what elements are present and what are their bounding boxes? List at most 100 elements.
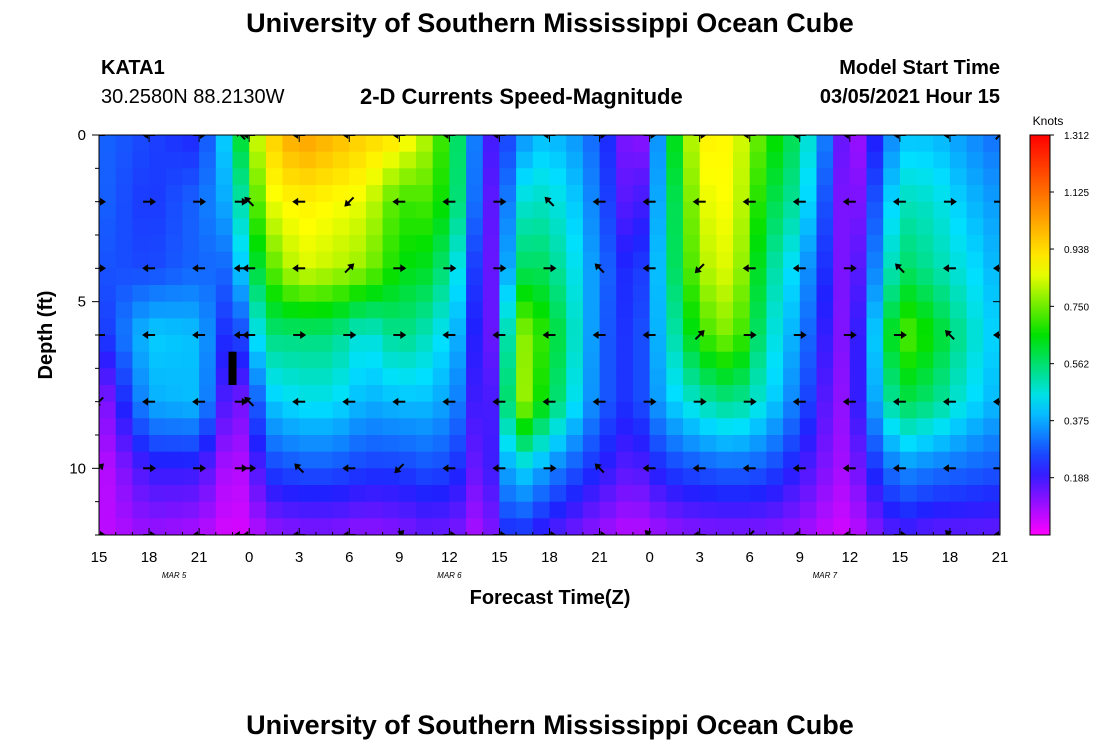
heatmap-cell <box>349 451 367 469</box>
heatmap-cell <box>382 518 400 535</box>
heatmap-cell <box>249 285 267 303</box>
heatmap-cell <box>132 335 150 353</box>
heatmap-cell <box>482 285 501 303</box>
heatmap-cell <box>249 468 267 486</box>
current-arrow <box>942 464 956 473</box>
heatmap-cell <box>366 268 384 286</box>
heatmap-cell <box>315 518 334 535</box>
heatmap-cell <box>282 201 300 219</box>
heatmap-cell <box>582 168 601 186</box>
heatmap-cell <box>215 185 234 203</box>
current-arrow-head <box>500 197 507 206</box>
heatmap-cell <box>449 468 467 486</box>
heatmap-cell <box>449 268 467 286</box>
heatmap-cell <box>366 418 384 436</box>
current-arrow <box>792 197 806 206</box>
heatmap-cell <box>866 235 884 253</box>
current-arrow <box>942 397 956 406</box>
current-arrow <box>892 197 906 206</box>
heatmap-cell <box>683 151 701 169</box>
heatmap-cell <box>733 451 751 469</box>
heatmap-cell <box>799 201 818 219</box>
heatmap-cell <box>783 468 801 486</box>
heatmap-cell <box>99 285 117 303</box>
heatmap-cell <box>115 301 133 319</box>
heatmap-cell <box>399 201 417 219</box>
heatmap-cell <box>983 418 1000 436</box>
current-arrow <box>642 464 656 473</box>
current-arrow-head <box>650 135 657 139</box>
heatmap-cell <box>165 218 183 236</box>
heatmap-cell <box>532 435 551 453</box>
current-arrow <box>342 135 356 139</box>
heatmap-cell <box>549 351 567 369</box>
heatmap-cell <box>916 135 934 153</box>
heatmap-cell <box>499 235 517 253</box>
current-arrow <box>392 197 406 206</box>
heatmap-cell <box>265 401 284 419</box>
heatmap-cell <box>649 368 667 386</box>
heatmap-cell <box>199 368 217 386</box>
heatmap-cell <box>165 451 183 469</box>
heatmap-cell <box>115 518 133 535</box>
heatmap-cell <box>432 451 450 469</box>
heatmap-cell <box>949 168 968 186</box>
current-arrow <box>234 397 248 406</box>
heatmap-cell <box>799 285 818 303</box>
heatmap-cell <box>482 318 501 336</box>
current-arrow-head <box>192 264 199 273</box>
x-tick-label: 21 <box>191 549 208 566</box>
heatmap-cell <box>99 185 117 203</box>
heatmap-cell <box>149 468 167 486</box>
current-arrow-head <box>450 531 457 535</box>
heatmap-cell <box>666 468 684 486</box>
heatmap-cell <box>516 285 534 303</box>
heatmap-cell <box>215 335 234 353</box>
current-arrow-head <box>500 531 507 535</box>
heatmap-cell <box>766 485 784 503</box>
heatmap-cell <box>833 518 851 535</box>
heatmap-cell <box>516 468 534 486</box>
heatmap-cell <box>315 168 334 186</box>
heatmap-cell <box>99 201 117 219</box>
heatmap-cell <box>199 468 217 486</box>
heatmap-cell <box>632 318 651 336</box>
heatmap-cell <box>632 368 651 386</box>
heatmap-cell <box>249 351 267 369</box>
heatmap-cell <box>833 285 851 303</box>
heatmap-cell <box>449 401 467 419</box>
heatmap-cell <box>466 251 484 269</box>
heatmap-cell <box>683 301 701 319</box>
heatmap-cell <box>849 468 868 486</box>
heatmap-cell <box>983 135 1000 153</box>
heatmap-cell <box>149 151 167 169</box>
heatmap-cell <box>649 201 667 219</box>
heatmap-cell <box>499 418 517 436</box>
heatmap-cell <box>115 418 133 436</box>
heatmap-cell <box>933 151 951 169</box>
heatmap-cell <box>499 268 517 286</box>
heatmap-cell <box>132 251 150 269</box>
heatmap-cell <box>666 335 684 353</box>
heatmap-cell <box>632 151 651 169</box>
heatmap-cell <box>466 451 484 469</box>
heatmap-cell <box>115 351 133 369</box>
heatmap-cell <box>165 151 183 169</box>
heatmap-cell <box>165 418 183 436</box>
heatmap-cell <box>182 451 200 469</box>
heatmap-cell <box>432 385 450 403</box>
heatmap-cell <box>599 268 617 286</box>
current-arrow-head <box>742 135 749 139</box>
heatmap-cell <box>299 201 317 219</box>
heatmap-cell <box>716 501 734 519</box>
heatmap-cell <box>399 335 417 353</box>
heatmap-cell <box>449 418 467 436</box>
current-arrow <box>643 397 657 406</box>
current-arrow-head <box>650 397 657 406</box>
heatmap-cell <box>816 435 834 453</box>
heatmap-cell <box>99 351 117 369</box>
heatmap-cell <box>466 368 484 386</box>
current-arrow <box>942 135 956 139</box>
heatmap-cell <box>432 518 450 535</box>
heatmap-cell <box>249 501 267 519</box>
